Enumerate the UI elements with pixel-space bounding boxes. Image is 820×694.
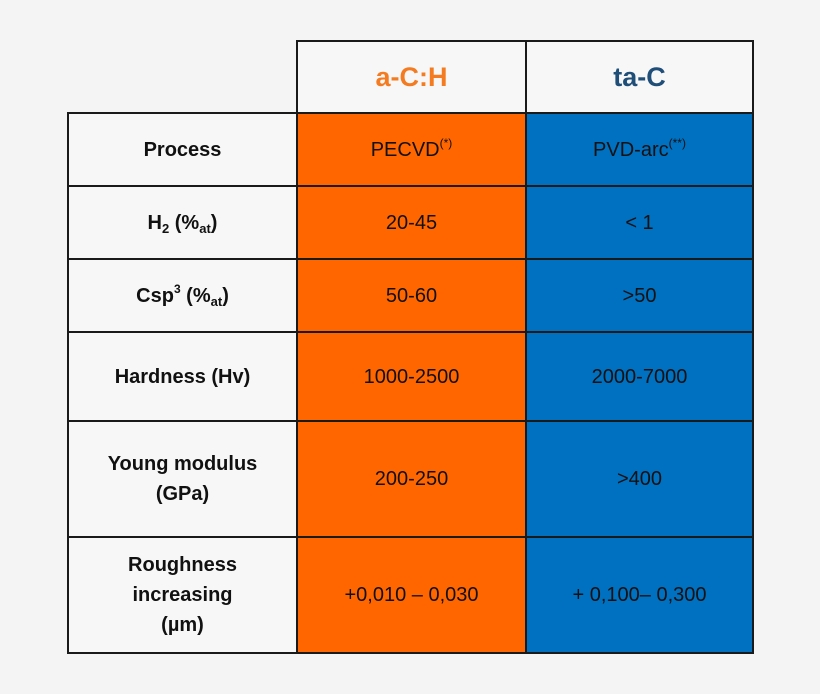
label-text: H <box>147 211 162 234</box>
table-row-hardness: Hardness (Hv) 1000-2500 2000-7000 <box>67 331 754 422</box>
cell-text: PECVD <box>370 138 440 161</box>
label-line: (GPa) <box>155 483 210 505</box>
table-row-young-modulus: Young modulus (GPa) 200-250 >400 <box>67 420 754 538</box>
label-text: Csp <box>136 284 174 307</box>
table-row-roughness: Roughness increasing (µm) +0,010 – 0,030 +… <box>67 536 754 654</box>
label-line: Roughness <box>128 554 237 576</box>
label-line: (µm) <box>161 614 204 636</box>
table-row-h2: H2 (%at) 20-45 < 1 <box>67 185 754 260</box>
label-line: increasing <box>132 584 233 606</box>
comparison-table: a-C:H ta-C Process PECVD(*) PVD-arc(**) … <box>67 40 754 654</box>
row-label: Roughness increasing (µm) <box>67 536 298 654</box>
ta-c-cell: < 1 <box>525 185 754 260</box>
a-ch-cell: 50-60 <box>296 258 527 333</box>
ta-c-cell: >400 <box>525 420 754 538</box>
a-ch-cell: 1000-2500 <box>296 331 527 422</box>
label-text: Process <box>143 138 222 161</box>
table-row-process: Process PECVD(*) PVD-arc(**) <box>67 112 754 187</box>
label-text: ) <box>210 211 218 234</box>
ta-c-cell: + 0,100– 0,300 <box>525 536 754 654</box>
a-ch-cell: 200-250 <box>296 420 527 538</box>
row-label: Hardness (Hv) <box>67 331 298 422</box>
footnote-mark: (**) <box>668 135 686 150</box>
ta-c-cell: >50 <box>525 258 754 333</box>
label-superscript: 3 <box>173 281 181 296</box>
label-subscript: 2 <box>161 220 170 236</box>
label-line: Young modulus <box>107 453 258 475</box>
header-a-ch: a-C:H <box>296 40 527 114</box>
table-row-csp3: Csp3 (%at) 50-60 >50 <box>67 258 754 333</box>
a-ch-cell: PECVD(*) <box>296 112 527 187</box>
row-label: Csp3 (%at) <box>67 258 298 333</box>
a-ch-cell: +0,010 – 0,030 <box>296 536 527 654</box>
label-text: (% <box>180 284 211 307</box>
corner-cell <box>68 41 297 114</box>
row-label: Process <box>67 112 298 187</box>
cell-text: PVD-arc <box>593 138 669 161</box>
ta-c-cell: PVD-arc(**) <box>525 112 754 187</box>
label-subscript: at <box>210 293 223 309</box>
header-ta-c: ta-C <box>525 40 754 114</box>
row-label: H2 (%at) <box>67 185 298 260</box>
a-ch-cell: 20-45 <box>296 185 527 260</box>
label-text: (% <box>169 211 200 234</box>
ta-c-cell: 2000-7000 <box>525 331 754 422</box>
label-subscript: at <box>199 220 211 236</box>
row-label: Young modulus (GPa) <box>67 420 298 538</box>
label-text: ) <box>222 284 229 307</box>
header-row: a-C:H ta-C <box>68 40 754 114</box>
footnote-mark: (*) <box>439 135 453 150</box>
